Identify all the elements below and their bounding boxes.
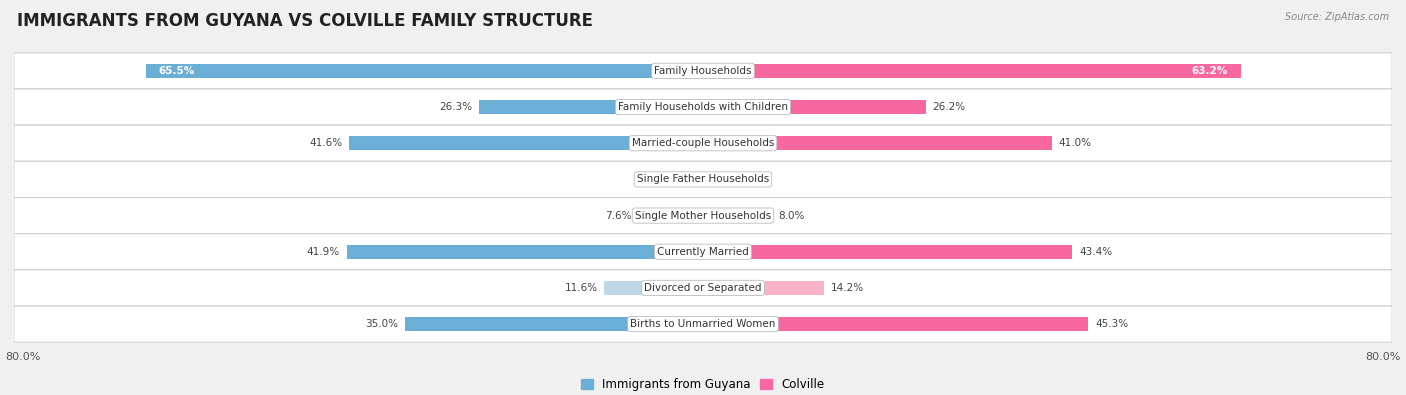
Text: 41.9%: 41.9% (307, 247, 340, 257)
FancyBboxPatch shape (14, 234, 1392, 270)
Text: Births to Unmarried Women: Births to Unmarried Women (630, 319, 776, 329)
Bar (703, 64, 1240, 78)
Legend: Immigrants from Guyana, Colville: Immigrants from Guyana, Colville (576, 373, 830, 395)
Text: 35.0%: 35.0% (366, 319, 398, 329)
Text: 41.0%: 41.0% (1059, 138, 1091, 148)
Text: Single Mother Households: Single Mother Households (636, 211, 770, 220)
Text: 41.6%: 41.6% (309, 138, 343, 148)
Text: 7.6%: 7.6% (605, 211, 631, 220)
Text: Currently Married: Currently Married (657, 247, 749, 257)
Text: 3.3%: 3.3% (738, 175, 765, 184)
Bar (703, 136, 1052, 150)
Bar (479, 100, 703, 114)
Text: 26.2%: 26.2% (932, 102, 966, 112)
Text: 2.1%: 2.1% (652, 175, 678, 184)
FancyBboxPatch shape (14, 89, 1392, 125)
Bar (638, 209, 703, 222)
Text: Source: ZipAtlas.com: Source: ZipAtlas.com (1285, 12, 1389, 22)
Text: 8.0%: 8.0% (778, 211, 804, 220)
Bar (703, 281, 824, 295)
Bar (349, 136, 703, 150)
Bar (605, 281, 703, 295)
FancyBboxPatch shape (14, 125, 1392, 161)
Text: 14.2%: 14.2% (831, 283, 863, 293)
Bar (685, 173, 703, 186)
Bar (703, 245, 1073, 259)
FancyBboxPatch shape (14, 161, 1392, 198)
Text: 26.3%: 26.3% (440, 102, 472, 112)
Text: Married-couple Households: Married-couple Households (631, 138, 775, 148)
Text: Family Households with Children: Family Households with Children (619, 102, 787, 112)
Text: 43.4%: 43.4% (1078, 247, 1112, 257)
Text: Single Father Households: Single Father Households (637, 175, 769, 184)
FancyBboxPatch shape (14, 198, 1392, 234)
FancyBboxPatch shape (14, 270, 1392, 306)
Text: 11.6%: 11.6% (564, 283, 598, 293)
Text: 65.5%: 65.5% (159, 66, 195, 76)
Bar (405, 317, 703, 331)
FancyBboxPatch shape (14, 53, 1392, 89)
FancyBboxPatch shape (14, 306, 1392, 342)
Text: Family Households: Family Households (654, 66, 752, 76)
Bar (347, 245, 703, 259)
Bar (146, 64, 703, 78)
Text: 63.2%: 63.2% (1191, 66, 1227, 76)
Bar (703, 173, 731, 186)
Bar (703, 317, 1088, 331)
Bar (703, 209, 770, 222)
Text: Divorced or Separated: Divorced or Separated (644, 283, 762, 293)
Text: 45.3%: 45.3% (1095, 319, 1128, 329)
Text: IMMIGRANTS FROM GUYANA VS COLVILLE FAMILY STRUCTURE: IMMIGRANTS FROM GUYANA VS COLVILLE FAMIL… (17, 12, 593, 30)
Bar (703, 100, 925, 114)
